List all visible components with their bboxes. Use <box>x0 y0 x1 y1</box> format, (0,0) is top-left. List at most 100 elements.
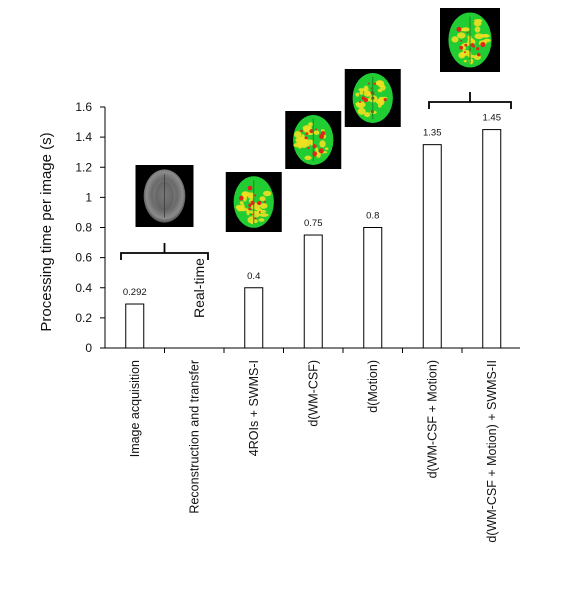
category-label: 4ROIs + SWMS-I <box>247 360 261 456</box>
activation-yellow <box>468 37 474 42</box>
activation-yellow <box>263 190 272 197</box>
activation-red <box>463 51 466 54</box>
activation-red <box>263 201 266 204</box>
y-axis-title: Processing time per image (s) <box>38 132 55 331</box>
activation-yellow <box>380 84 386 91</box>
bar <box>482 129 502 349</box>
y-tick-label: 1.6 <box>75 100 92 114</box>
category-label: d(Motion) <box>366 360 380 413</box>
bar <box>125 303 145 349</box>
activation-red <box>361 96 366 101</box>
data-label: 0.4 <box>247 271 260 282</box>
activation-red <box>304 136 308 140</box>
bar <box>422 144 442 349</box>
activation-red <box>470 43 475 47</box>
y-tick-label: 1.2 <box>75 160 92 174</box>
activation-yellow <box>364 112 371 118</box>
activation-yellow <box>357 107 366 115</box>
activation-yellow <box>359 90 364 95</box>
activation-yellow <box>235 204 243 210</box>
brain-map-motion <box>344 69 401 127</box>
activation-red <box>320 131 326 136</box>
brain-map-4rois <box>225 172 282 232</box>
activation-red <box>315 128 318 131</box>
raw-brain-image <box>135 165 194 227</box>
bar <box>363 227 383 349</box>
activation-red <box>359 101 362 103</box>
activation-red <box>459 45 464 50</box>
activation-red <box>318 148 324 154</box>
category-label: Reconstruction and transfer <box>187 360 201 514</box>
activation-yellow <box>463 59 467 63</box>
category-label: Image acquisition <box>128 360 142 457</box>
y-tick-label: 1.4 <box>75 130 92 144</box>
activation-red <box>257 201 262 206</box>
data-label: 1.35 <box>423 128 442 139</box>
bracket-combined-analysis <box>428 101 512 109</box>
activation-red <box>248 203 252 208</box>
realtime-label: Real-time <box>191 258 207 318</box>
brackets-layer <box>120 92 512 260</box>
y-tick-label: 0.4 <box>75 281 92 295</box>
activation-red <box>383 98 387 102</box>
activation-yellow <box>316 151 321 158</box>
brain-images-layer <box>135 8 500 232</box>
y-tick-label: 0.8 <box>75 221 92 235</box>
activation-red <box>456 26 462 32</box>
y-tick-label: 0 <box>85 341 92 355</box>
activation-red <box>309 129 314 133</box>
activation-yellow <box>302 138 309 144</box>
activation-yellow <box>246 208 250 216</box>
data-label: 0.292 <box>123 287 147 298</box>
category-label: d(WM-CSF) <box>306 360 320 427</box>
activation-red <box>370 87 373 90</box>
activation-yellow <box>355 92 360 97</box>
category-label: d(WM-CSF + Motion) + SWMS-II <box>485 360 499 543</box>
activation-yellow <box>377 103 382 108</box>
activation-red <box>476 47 480 51</box>
activation-yellow <box>483 34 489 38</box>
activation-yellow <box>451 36 459 43</box>
activation-red <box>460 39 463 42</box>
activation-yellow <box>358 88 365 92</box>
bar <box>303 234 323 349</box>
activation-yellow <box>258 218 265 222</box>
activation-yellow <box>242 191 247 199</box>
activation-yellow <box>456 32 466 39</box>
activation-red <box>253 194 257 197</box>
activation-yellow <box>363 90 372 97</box>
activation-yellow <box>259 213 269 217</box>
activation-yellow <box>324 147 329 151</box>
activation-red <box>300 129 303 133</box>
activation-yellow <box>461 27 470 32</box>
activation-red <box>480 41 486 48</box>
activation-yellow <box>250 219 254 225</box>
activation-red <box>476 52 481 57</box>
activation-red <box>256 202 259 205</box>
activation-red <box>247 185 253 191</box>
activation-yellow <box>255 207 262 211</box>
y-tick-label: 1 <box>85 190 92 204</box>
activation-yellow <box>297 142 307 146</box>
activation-red <box>305 132 309 136</box>
activation-yellow <box>304 155 312 161</box>
category-label: d(WM-CSF + Motion) <box>425 360 439 478</box>
activation-yellow <box>474 26 481 33</box>
activation-red <box>258 211 261 213</box>
activation-red <box>238 195 244 201</box>
activation-yellow <box>304 144 310 147</box>
activation-red <box>251 213 253 216</box>
activation-yellow <box>473 20 482 27</box>
activation-yellow <box>474 33 484 40</box>
activation-yellow <box>259 203 268 209</box>
activation-yellow <box>313 130 320 135</box>
activation-red <box>307 146 310 149</box>
y-tick-label: 0.6 <box>75 251 92 265</box>
activation-red <box>464 43 468 47</box>
labels-layer: 0.292 Image acquisition Reconstruction and… <box>123 113 501 543</box>
data-label: 0.8 <box>366 211 379 222</box>
activation-red <box>466 31 469 34</box>
activation-yellow <box>259 196 266 202</box>
activation-yellow <box>355 101 366 109</box>
activation-yellow <box>376 99 381 104</box>
